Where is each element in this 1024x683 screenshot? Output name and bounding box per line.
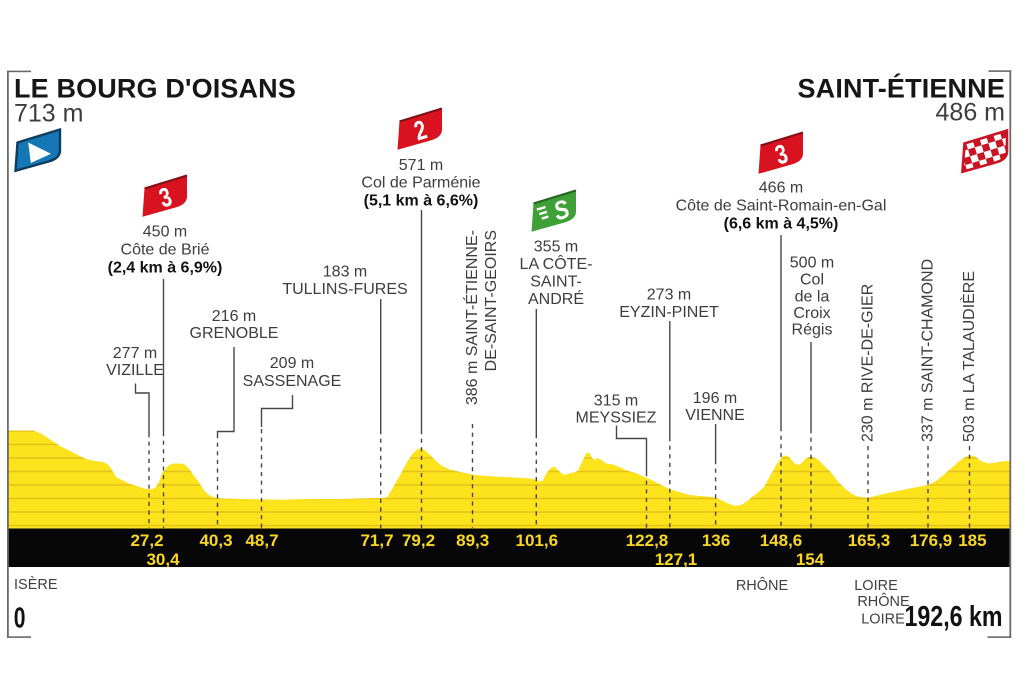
svg-text:216 m: 216 m <box>212 308 256 325</box>
svg-text:SAINT-: SAINT- <box>530 274 582 291</box>
svg-text:MEYSSIEZ: MEYSSIEZ <box>576 410 657 427</box>
svg-text:48,7: 48,7 <box>245 531 278 550</box>
svg-text:209 m: 209 m <box>270 355 314 372</box>
svg-text:337 m SAINT-CHAMOND: 337 m SAINT-CHAMOND <box>920 259 937 442</box>
svg-text:503 m LA TALAUDIÈRE: 503 m LA TALAUDIÈRE <box>959 271 978 442</box>
svg-text:LOIRE: LOIRE <box>861 612 905 628</box>
svg-text:486 m: 486 m <box>936 99 1005 127</box>
svg-text:TULLINS-FURES: TULLINS-FURES <box>282 281 407 298</box>
svg-text:de la: de la <box>795 289 830 306</box>
svg-text:VIENNE: VIENNE <box>685 407 745 424</box>
svg-text:EYZIN-PINET: EYZIN-PINET <box>619 304 719 321</box>
svg-text:27,2: 27,2 <box>130 531 163 550</box>
svg-text:713 m: 713 m <box>14 100 83 128</box>
svg-text:386 m SAINT-ÉTIENNE-: 386 m SAINT-ÉTIENNE- <box>462 230 481 405</box>
svg-text:101,6: 101,6 <box>516 531 559 550</box>
svg-text:571 m: 571 m <box>399 157 443 174</box>
svg-text:RHÔNE: RHÔNE <box>857 593 910 610</box>
svg-text:SAINT-ÉTIENNE: SAINT-ÉTIENNE <box>798 73 1005 104</box>
svg-text:LOIRE: LOIRE <box>854 578 898 594</box>
svg-text:ISÈRE: ISÈRE <box>14 576 58 593</box>
svg-text:183 m: 183 m <box>323 264 367 281</box>
svg-text:196 m: 196 m <box>693 390 737 407</box>
svg-text:0: 0 <box>14 602 26 634</box>
svg-text:(5,1 km à 6,6%): (5,1 km à 6,6%) <box>364 193 479 210</box>
svg-text:LE BOURG D'OISANS: LE BOURG D'OISANS <box>14 74 296 104</box>
svg-text:273 m: 273 m <box>647 287 691 304</box>
svg-text:192,6 km: 192,6 km <box>905 599 1003 632</box>
svg-text:DE-SAINT-GEOIRS: DE-SAINT-GEOIRS <box>483 230 500 371</box>
svg-text:165,3: 165,3 <box>848 531 891 550</box>
svg-text:Côte de Saint-Romain-en-Gal: Côte de Saint-Romain-en-Gal <box>676 198 887 215</box>
svg-text:466 m: 466 m <box>759 180 803 197</box>
svg-text:ANDRÉ: ANDRÉ <box>528 289 584 308</box>
svg-text:176,9: 176,9 <box>910 531 953 550</box>
svg-text:185: 185 <box>958 531 986 550</box>
svg-text:277 m: 277 m <box>113 345 157 362</box>
svg-text:89,3: 89,3 <box>456 531 489 550</box>
svg-text:230 m RIVE-DE-GIER: 230 m RIVE-DE-GIER <box>860 284 877 442</box>
svg-text:(2,4 km à 6,9%): (2,4 km à 6,9%) <box>108 260 223 277</box>
svg-text:315 m: 315 m <box>594 393 638 410</box>
svg-text:40,3: 40,3 <box>199 531 232 550</box>
svg-text:Col: Col <box>800 272 824 289</box>
svg-text:LA CÔTE-: LA CÔTE- <box>520 254 593 273</box>
svg-text:122,8: 122,8 <box>626 531 669 550</box>
svg-text:71,7: 71,7 <box>360 531 393 550</box>
svg-text:VIZILLE: VIZILLE <box>106 362 164 379</box>
svg-text:Côte de Brié: Côte de Brié <box>121 242 210 259</box>
svg-text:Croix: Croix <box>793 305 830 322</box>
svg-text:127,1: 127,1 <box>655 550 698 569</box>
svg-text:450 m: 450 m <box>143 224 187 241</box>
svg-text:SASSENAGE: SASSENAGE <box>243 373 342 390</box>
svg-text:500 m: 500 m <box>790 255 834 272</box>
svg-text:355 m: 355 m <box>534 239 578 256</box>
svg-text:148,6: 148,6 <box>760 531 803 550</box>
svg-text:GRENOBLE: GRENOBLE <box>190 325 279 342</box>
svg-text:30,4: 30,4 <box>146 550 180 569</box>
svg-text:RHÔNE: RHÔNE <box>736 577 789 594</box>
svg-text:Régis: Régis <box>792 322 833 339</box>
svg-text:79,2: 79,2 <box>402 531 435 550</box>
svg-text:Col de Parménie: Col de Parménie <box>361 175 480 192</box>
svg-text:154: 154 <box>796 550 825 569</box>
svg-text:136: 136 <box>702 531 730 550</box>
svg-text:(6,6 km à 4,5%): (6,6 km à 4,5%) <box>724 216 839 233</box>
